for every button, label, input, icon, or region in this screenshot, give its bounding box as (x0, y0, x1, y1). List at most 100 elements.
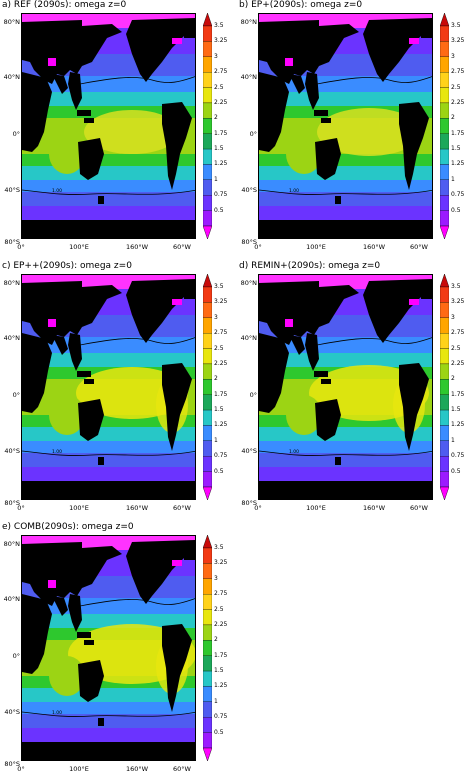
colorbar-tick-label: 1.5 (214, 145, 224, 153)
colorbar-tick-label: 3 (214, 52, 218, 60)
colorbar-wrap (202, 534, 213, 762)
colorbar (439, 273, 450, 501)
lat-tick-label: 80°N (3, 540, 20, 548)
lat-tick-label: 0° (12, 652, 20, 660)
lat-tick-label: 80°S (241, 238, 257, 246)
colorbar-tick-label: 0.5 (451, 467, 461, 475)
lat-tick-label: 40°S (241, 186, 257, 194)
map-plot (21, 274, 196, 500)
map-field (22, 14, 195, 238)
lon-tick-label: 0° (254, 243, 262, 251)
colorbar-tick-label: 2.25 (214, 359, 228, 367)
panel-title: b) EP+(2090s): omega z=0 (239, 0, 363, 10)
colorbar-tick-label: 1.25 (451, 160, 465, 168)
colorbar-tick-label: 1.5 (214, 667, 224, 675)
colorbar-tick-label: 2.5 (214, 83, 224, 91)
map-panel: b) EP+(2090s): omega z=0 1.00 80°N 40°N 0° 40… (237, 0, 474, 261)
lon-tick-label: 100°E (306, 243, 326, 251)
colorbar-wrap (439, 12, 450, 240)
colorbar-tick-label: 2.75 (214, 329, 228, 337)
lat-tick-label: 80°S (4, 238, 20, 246)
map-field (22, 275, 195, 499)
lon-tick-label: 0° (17, 765, 25, 773)
colorbar-tick-label: 0.5 (214, 206, 224, 214)
colorbar-tick-label: 3.5 (214, 544, 224, 551)
contour-label: 1.00 (52, 711, 63, 716)
colorbar-tick-label: 2 (451, 375, 455, 383)
map-plot (258, 13, 433, 239)
colorbar (439, 12, 450, 240)
colorbar-tick-label: 2 (214, 114, 218, 122)
colorbar-wrap (202, 273, 213, 501)
colorbar-tick-label: 0.75 (451, 452, 465, 460)
lat-tick-label: 40°N (240, 73, 257, 81)
lat-tick-label: 0° (12, 130, 20, 138)
panel-title: e) COMB(2090s): omega z=0 (2, 522, 134, 532)
colorbar-tick-label: 3.5 (214, 22, 224, 29)
colorbar-tick-label: 2.5 (451, 344, 461, 352)
lon-tick-label: 60°W (410, 504, 428, 512)
lat-tick-label: 80°N (3, 18, 20, 26)
colorbar-tick-label: 3 (451, 52, 455, 60)
colorbar-tick-label: 3.5 (451, 22, 461, 29)
colorbar-tick-label: 0.75 (214, 452, 228, 460)
lat-tick-label: 40°N (3, 595, 20, 603)
map-plot (258, 274, 433, 500)
colorbar-tick-label: 3.25 (214, 298, 228, 306)
lat-tick-label: 0° (12, 391, 20, 399)
map-field (259, 275, 432, 499)
lon-tick-label: 100°E (69, 243, 89, 251)
colorbar-tick-label: 2.5 (214, 605, 224, 613)
lon-tick-label: 100°E (306, 504, 326, 512)
lat-tick-label: 80°S (4, 760, 20, 768)
lat-tick-label: 80°S (4, 499, 20, 507)
lon-tick-label: 160°W (125, 504, 149, 512)
colorbar-tick-label: 2.75 (451, 68, 465, 76)
map-panel: c) EP++(2090s): omega z=0 1.00 80°N 40°N 0° 4… (0, 261, 237, 522)
colorbar-tick-label: 1.25 (214, 160, 228, 168)
colorbar-tick-label: 3.25 (451, 298, 465, 306)
colorbar-tick-label: 0.75 (214, 713, 228, 721)
contour-label: 1.00 (289, 189, 300, 194)
colorbar-tick-label: 2 (451, 114, 455, 122)
colorbar-tick-label: 3.25 (214, 37, 228, 45)
colorbar-tick-label: 1.75 (214, 651, 228, 659)
colorbar-tick-label: 1 (451, 436, 455, 444)
colorbar-tick-label: 3 (214, 574, 218, 582)
lat-tick-label: 40°N (3, 73, 20, 81)
colorbar-tick-label: 1.75 (214, 129, 228, 137)
panel-title: a) REF (2090s): omega z=0 (2, 0, 127, 10)
panel-title: c) EP++(2090s): omega z=0 (2, 261, 132, 271)
colorbar-tick-label: 2 (214, 375, 218, 383)
colorbar-tick-label: 1.75 (451, 390, 465, 398)
colorbar-tick-label: 0.75 (214, 191, 228, 199)
colorbar-tick-label: 1 (214, 436, 218, 444)
colorbar-tick-label: 3.25 (451, 37, 465, 45)
lat-tick-label: 0° (249, 391, 257, 399)
colorbar-tick-label: 3.5 (214, 283, 224, 290)
colorbar (202, 273, 213, 501)
colorbar-tick-label: 2.5 (214, 344, 224, 352)
colorbar-tick-label: 2.75 (451, 329, 465, 337)
map-field (259, 14, 432, 238)
colorbar-tick-label: 1.5 (451, 406, 461, 414)
colorbar-tick-label: 1.5 (214, 406, 224, 414)
colorbar-tick-label: 1.75 (451, 129, 465, 137)
colorbar-tick-label: 2.25 (214, 620, 228, 628)
colorbar (202, 12, 213, 240)
colorbar-wrap (439, 273, 450, 501)
colorbar-tick-label: 1 (214, 697, 218, 705)
lat-tick-label: 80°S (241, 499, 257, 507)
lat-tick-label: 40°N (3, 334, 20, 342)
lat-tick-label: 40°S (4, 186, 20, 194)
lon-tick-label: 60°W (173, 243, 191, 251)
lat-tick-label: 80°N (3, 279, 20, 287)
colorbar-tick-label: 2.75 (214, 590, 228, 598)
lat-tick-label: 40°S (241, 447, 257, 455)
lon-tick-label: 60°W (410, 243, 428, 251)
lon-tick-label: 160°W (125, 765, 149, 773)
lat-tick-label: 40°S (4, 708, 20, 716)
lon-tick-label: 0° (254, 504, 262, 512)
colorbar-tick-label: 1.5 (451, 145, 461, 153)
map-plot (21, 535, 196, 761)
